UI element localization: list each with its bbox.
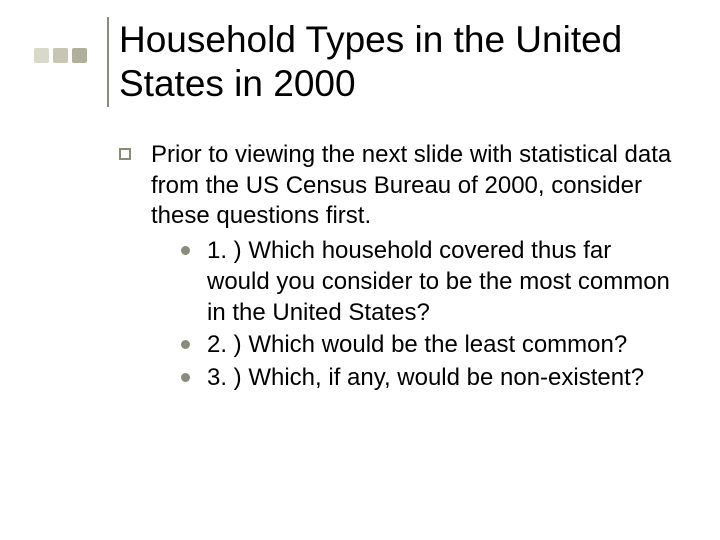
question-list: 1. ) Which household covered thus far wo… xyxy=(151,236,679,394)
slide-title: Household Types in the United States in … xyxy=(119,18,720,105)
hollow-square-bullet-icon xyxy=(119,148,131,160)
body-intro-text: Prior to viewing the next slide with sta… xyxy=(151,141,671,229)
list-item: 3. ) Which, if any, would be non-existen… xyxy=(181,363,679,394)
decor-square-3 xyxy=(72,48,87,63)
title-decor-squares xyxy=(34,48,87,63)
dot-bullet-icon xyxy=(181,246,190,255)
list-item-text: 2. ) Which would be the least common? xyxy=(207,331,627,358)
decor-square-2 xyxy=(53,48,68,63)
list-item-text: 1. ) Which household covered thus far wo… xyxy=(207,237,670,325)
dot-bullet-icon xyxy=(181,340,190,349)
slide-body: Prior to viewing the next slide with sta… xyxy=(119,140,679,396)
list-item: 1. ) Which household covered thus far wo… xyxy=(181,236,679,328)
list-item: 2. ) Which would be the least common? xyxy=(181,330,679,361)
list-item-text: 3. ) Which, if any, would be non-existen… xyxy=(207,364,644,391)
body-paragraph: Prior to viewing the next slide with sta… xyxy=(119,140,679,394)
title-divider-line xyxy=(107,17,109,107)
decor-square-1 xyxy=(34,48,49,63)
dot-bullet-icon xyxy=(181,373,190,382)
